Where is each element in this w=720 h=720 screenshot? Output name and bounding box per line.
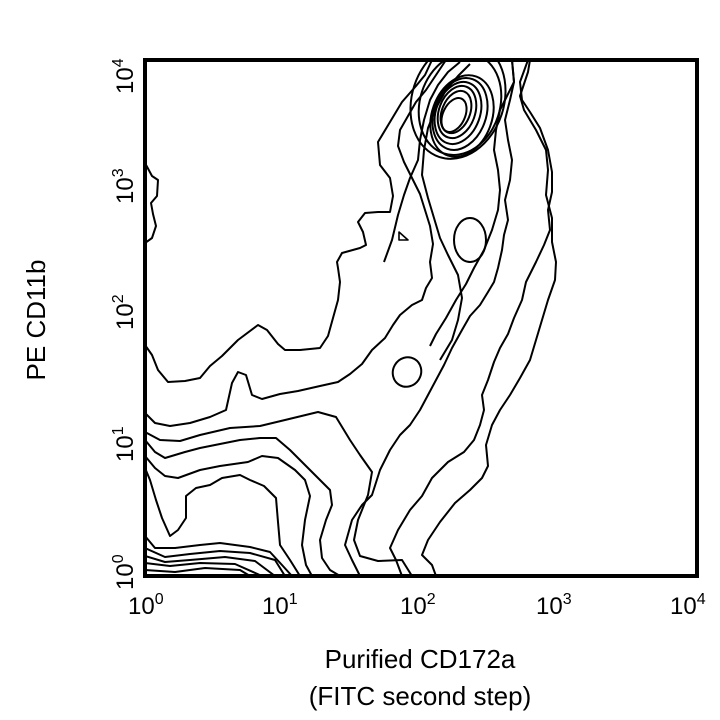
x-tick-labels: 100 101 102 103 104	[128, 591, 706, 620]
contour-lines	[145, 60, 557, 576]
y-tick-label: 101	[110, 426, 139, 462]
x-tick-label: 103	[536, 591, 572, 620]
x-tick-label: 100	[128, 591, 164, 620]
y-tick-label: 100	[110, 554, 139, 590]
x-axis-subtitle: (FITC second step)	[309, 681, 532, 711]
x-tick-label: 102	[400, 591, 436, 620]
x-tick-label: 104	[670, 591, 706, 620]
x-tick-label: 101	[262, 591, 298, 620]
y-tick-label: 104	[110, 58, 139, 94]
y-axis-title: PE CD11b	[21, 260, 51, 381]
y-tick-label: 103	[110, 168, 139, 204]
y-tick-labels: 100 101 102 103 104	[110, 58, 139, 590]
x-axis-title: Purified CD172a	[325, 644, 516, 674]
plot-frame	[143, 58, 699, 578]
y-tick-label: 102	[110, 294, 139, 330]
